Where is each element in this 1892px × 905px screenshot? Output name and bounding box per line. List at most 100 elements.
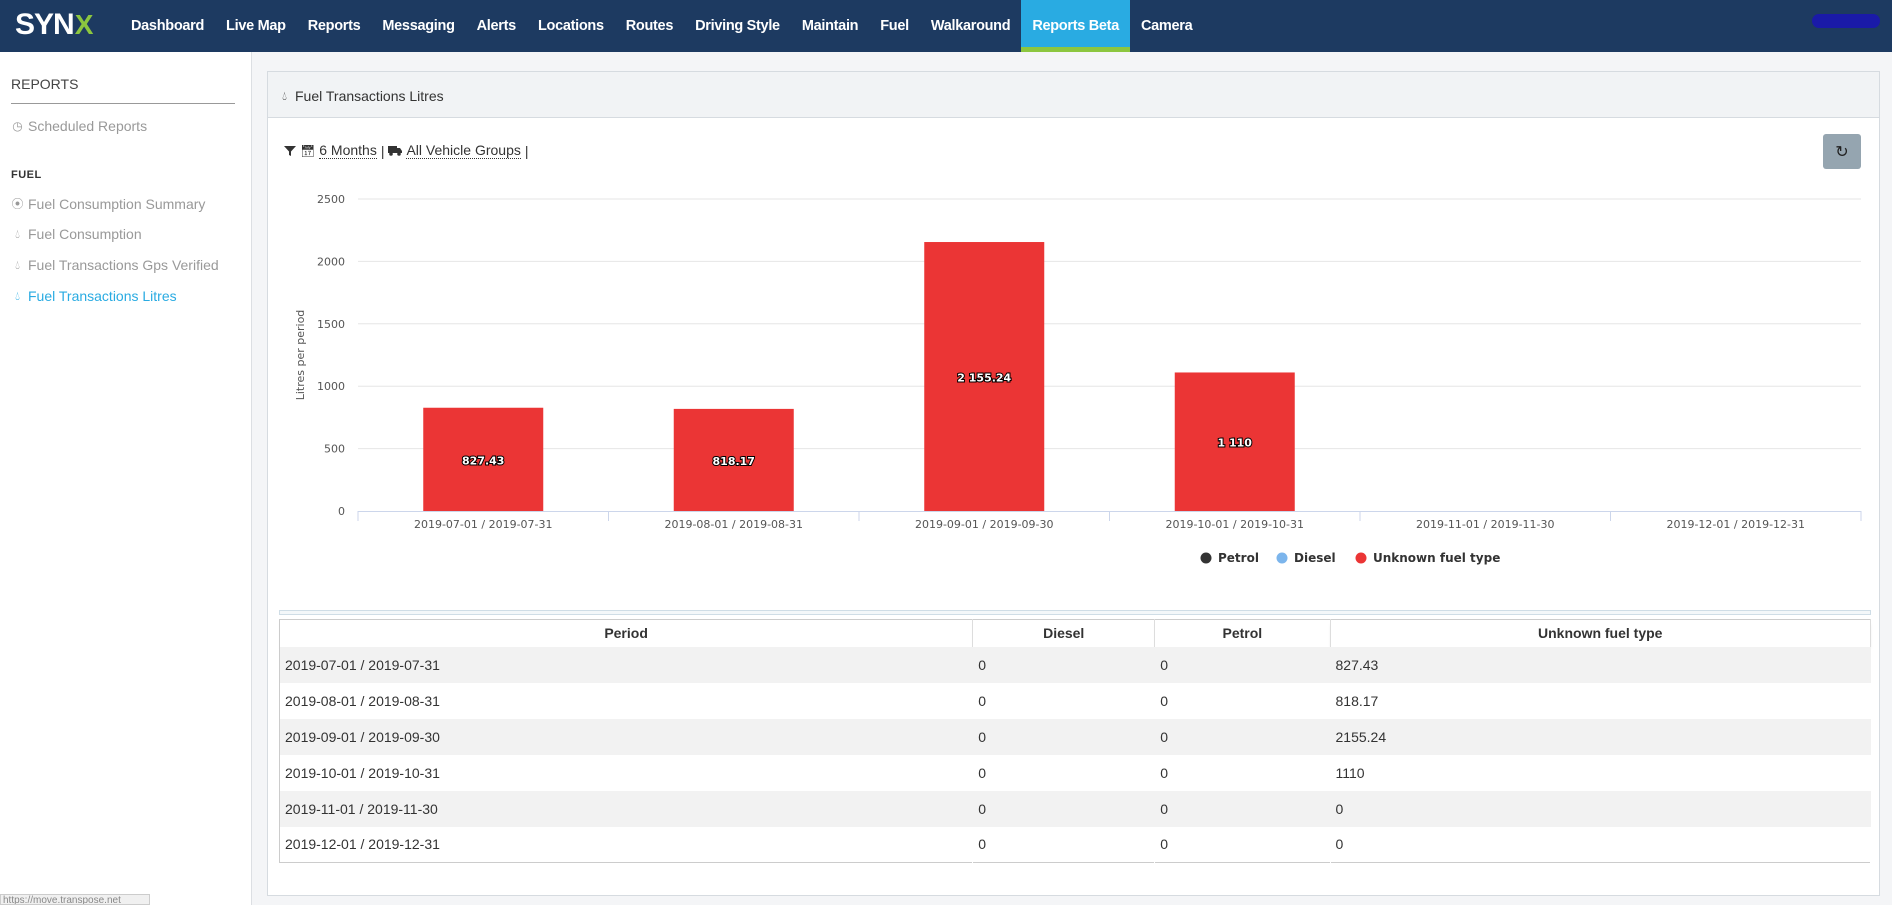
y-tick-label: 1500 — [317, 318, 345, 331]
table-cell-diesel: 0 — [972, 646, 1155, 683]
user-menu[interactable] — [1812, 14, 1880, 28]
bar-unknown-fuel — [423, 407, 544, 511]
filter-bar: 📅︎ 6 Months | All Vehicle Groups | — [284, 142, 529, 159]
table-cell-period: 2019-07-01 / 2019-07-31 — [279, 646, 973, 683]
logo[interactable]: SYN X — [15, 5, 93, 45]
data-table: Period Diesel Petrol Unknown fuel type 2019… — [279, 619, 1871, 863]
y-tick-label: 500 — [324, 443, 345, 456]
column-header-petrol[interactable]: Petrol — [1154, 619, 1331, 647]
table-cell-petrol: 0 — [1154, 682, 1330, 719]
sidebar-item-fuel-transactions-gps-verified[interactable]: 💧︎ Fuel Transactions Gps Verified — [11, 257, 219, 273]
sidebar-item-fuel-transactions-litres[interactable]: 💧︎ Fuel Transactions Litres — [11, 288, 177, 304]
legend-label-diesel: Diesel — [1294, 551, 1336, 565]
status-bar-url: https://move.transpose.net — [0, 894, 150, 905]
legend-label-petrol: Petrol — [1218, 551, 1259, 565]
droplet-icon: 💧︎ — [15, 257, 20, 272]
table-cell-unknown-fuel-type: 0 — [1330, 790, 1871, 827]
table-cell-unknown-fuel-type: 0 — [1330, 826, 1871, 863]
nav-item-driving-style[interactable]: Driving Style — [695, 18, 780, 34]
table-cell-period: 2019-09-01 / 2019-09-30 — [279, 718, 973, 755]
column-header-period[interactable]: Period — [279, 619, 974, 647]
refresh-icon: ↻ — [1835, 143, 1849, 161]
panel-title-text: Fuel Transactions Litres — [295, 88, 444, 104]
legend-marker-petrol — [1200, 552, 1212, 564]
sidebar-item-fuel-consumption[interactable]: 💧︎ Fuel Consumption — [11, 226, 142, 242]
x-tick-label: 2019-10-01 / 2019-10-31 — [1165, 518, 1304, 531]
bar-unknown-fuel — [1174, 372, 1295, 511]
sidebar-item-label: Fuel Transactions Gps Verified — [28, 257, 219, 273]
table-separator — [279, 610, 1871, 615]
table-cell-diesel: 0 — [972, 718, 1155, 755]
table-row: 2019-08-01 / 2019-08-31 0 0 818.17 — [279, 682, 1871, 719]
table-cell-unknown-fuel-type: 827.43 — [1330, 646, 1871, 683]
nav-item-messaging[interactable]: Messaging — [382, 18, 455, 34]
vehicle-group-filter-link[interactable]: All Vehicle Groups — [406, 142, 521, 159]
truck-icon — [388, 146, 403, 156]
nav-item-walkaround[interactable]: Walkaround — [930, 18, 1011, 34]
x-tick-label: 2019-12-01 / 2019-12-31 — [1666, 518, 1805, 531]
nav-item-live-map[interactable]: Live Map — [226, 18, 286, 34]
table-header-row: Period Diesel Petrol Unknown fuel type — [279, 619, 1871, 647]
clock-icon: ◷ — [12, 119, 23, 133]
sidebar-divider — [11, 103, 235, 104]
legend-marker-unknown-fuel-type — [1355, 552, 1367, 564]
nav-item-alerts[interactable]: Alerts — [476, 18, 517, 34]
x-tick-label: 2019-08-01 / 2019-08-31 — [664, 518, 803, 531]
panel-title: 💧︎ Fuel Transactions Litres — [278, 88, 444, 104]
sidebar-item-label: Fuel Transactions Litres — [28, 288, 177, 304]
nav-menu: Dashboard Live Map Reports Messaging Alerts L… — [120, 0, 1203, 52]
table-cell-diesel: 0 — [972, 826, 1155, 863]
y-tick-label: 1000 — [317, 380, 345, 393]
bar-unknown-fuel — [673, 408, 794, 511]
panel-header: 💧︎ Fuel Transactions Litres — [268, 72, 1879, 118]
table-cell-period: 2019-08-01 / 2019-08-31 — [279, 682, 973, 719]
table-cell-petrol: 0 — [1154, 826, 1330, 863]
bar-data-label: 1 110 — [1218, 437, 1253, 450]
table-row: 2019-12-01 / 2019-12-31 0 0 0 — [279, 826, 1871, 863]
bar-data-label: 818.17 — [713, 455, 755, 468]
table-row: 2019-09-01 / 2019-09-30 0 0 2155.24 — [279, 718, 1871, 755]
nav-item-maintain[interactable]: Maintain — [801, 18, 859, 34]
nav-item-camera[interactable]: Camera — [1140, 18, 1193, 34]
y-axis-title: Litres per period — [294, 310, 307, 401]
sidebar-section-fuel: FUEL — [11, 169, 42, 181]
nav-item-fuel[interactable]: Fuel — [880, 18, 909, 34]
table-cell-petrol: 0 — [1154, 646, 1330, 683]
column-header-diesel[interactable]: Diesel — [972, 619, 1156, 647]
y-tick-label: 2000 — [317, 255, 345, 268]
x-tick-label: 2019-09-01 / 2019-09-30 — [915, 518, 1054, 531]
x-tick-label: 2019-07-01 / 2019-07-31 — [414, 518, 553, 531]
bar-unknown-fuel — [924, 242, 1045, 511]
table-cell-period: 2019-12-01 / 2019-12-31 — [279, 826, 973, 863]
nav-item-reports[interactable]: Reports — [307, 18, 361, 34]
filter-separator-2: | — [524, 142, 529, 159]
calendar-icon: 📅︎ — [300, 143, 316, 158]
table-row: 2019-11-01 / 2019-11-30 0 0 0 — [279, 790, 1871, 827]
x-tick-label: 2019-11-01 / 2019-11-30 — [1416, 518, 1555, 531]
scheduled-reports-link[interactable]: ◷ Scheduled Reports — [11, 118, 147, 134]
nav-item-routes[interactable]: Routes — [625, 18, 674, 34]
top-navbar: SYN X Dashboard Live Map Reports Messaging Al… — [0, 0, 1892, 52]
bar-data-label: 827.43 — [462, 454, 504, 467]
filter-separator: | — [380, 142, 385, 159]
table-row: 2019-10-01 / 2019-10-31 0 0 1110 — [279, 754, 1871, 791]
table-cell-period: 2019-10-01 / 2019-10-31 — [279, 754, 973, 791]
scheduled-reports-label: Scheduled Reports — [28, 118, 148, 134]
refresh-button[interactable]: ↻ — [1823, 134, 1861, 169]
table-cell-unknown-fuel-type: 1110 — [1330, 754, 1871, 791]
nav-item-locations[interactable]: Locations — [537, 18, 604, 34]
period-filter-link[interactable]: 6 Months — [319, 142, 377, 159]
table-cell-petrol: 0 — [1154, 718, 1330, 755]
dashboard-icon: ⦿ — [11, 197, 24, 211]
report-panel: 💧︎ Fuel Transactions Litres 📅︎ 6 Months … — [267, 71, 1880, 896]
y-tick-label: 0 — [338, 505, 345, 518]
table-cell-diesel: 0 — [972, 754, 1155, 791]
droplet-icon: 💧︎ — [282, 88, 287, 103]
column-header-unknown-fuel-type[interactable]: Unknown fuel type — [1330, 619, 1871, 647]
droplet-icon: 💧︎ — [15, 226, 20, 241]
nav-item-dashboard[interactable]: Dashboard — [131, 18, 205, 34]
sidebar: REPORTS ◷ Scheduled Reports FUEL ⦿ Fuel C… — [0, 52, 252, 905]
nav-item-reports-beta[interactable]: Reports Beta — [1021, 0, 1130, 52]
sidebar-item-fuel-consumption-summary[interactable]: ⦿ Fuel Consumption Summary — [11, 195, 205, 212]
legend-label-unknown-fuel-type: Unknown fuel type — [1373, 551, 1500, 565]
